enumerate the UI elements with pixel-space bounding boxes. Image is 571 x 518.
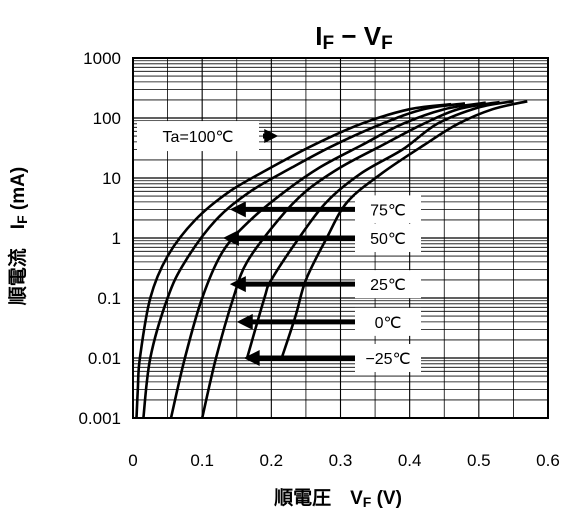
y-tick-label: 0.01	[88, 349, 121, 368]
y-tick-label: 1	[112, 229, 121, 248]
annotation-label: −25℃	[365, 351, 410, 368]
annotation-arrowhead	[264, 129, 279, 144]
annotation-arrowhead	[222, 230, 239, 246]
x-axis-label: 順電圧 VF (V)	[274, 487, 402, 510]
curves	[135, 100, 528, 419]
annotation-arrowhead	[229, 276, 246, 293]
annotation-arrowhead	[236, 313, 253, 330]
annotation-label: 75℃	[370, 202, 406, 219]
series-line	[245, 100, 514, 359]
y-axis-label-sub: F	[14, 215, 30, 224]
annotations: Ta=100℃ 75℃ 50℃ 25℃ 0℃ −25℃	[137, 121, 421, 372]
y-tick-label: 1000	[83, 49, 121, 68]
x-tick-label: 0	[128, 451, 137, 470]
x-tick-label: 0.6	[536, 451, 560, 470]
annotation-label: 0℃	[375, 315, 402, 332]
chart-title-sub: F	[323, 33, 335, 54]
annotation-label: Ta=100℃	[163, 129, 234, 146]
y-tick-label: 0.001	[78, 409, 121, 428]
annotation-label: 25℃	[370, 277, 406, 294]
y-axis-label: 順電流 IF (mA)	[6, 167, 30, 305]
annotation-label-box	[355, 270, 421, 299]
annotation-label-box	[355, 224, 421, 252]
chart-title-mid: − V	[334, 21, 382, 51]
chart-title: IF − VF	[315, 21, 392, 54]
series-line	[280, 100, 528, 359]
y-axis-label-unit: (mA)	[8, 167, 29, 216]
annotation-label-box	[355, 195, 421, 224]
x-tick-label: 0.1	[190, 451, 214, 470]
x-axis-label-unit: (V)	[371, 488, 402, 509]
series-line	[169, 101, 487, 419]
annotation-label-box	[355, 307, 421, 336]
x-tick-label: 0.2	[260, 451, 284, 470]
annotation-arrowhead	[229, 201, 246, 218]
annotation-label-box	[355, 344, 421, 372]
x-axis-label-sub: F	[363, 494, 372, 510]
annotation-label-box	[137, 121, 259, 152]
plot-frame	[132, 57, 549, 419]
series-line	[142, 102, 466, 419]
x-tick-label: 0.3	[329, 451, 353, 470]
series-line	[135, 102, 452, 419]
x-axis-label-main: 順電圧 V	[274, 487, 363, 509]
chart-title-sub2: F	[381, 33, 393, 54]
tick-labels: 0 0.1 0.2 0.3 0.4 0.5 0.6 0.001 0.01 0.1 1 10 100 100…	[78, 49, 559, 470]
series-line	[200, 100, 500, 419]
y-tick-label: 100	[93, 109, 121, 128]
annotation-label: 50℃	[370, 231, 406, 248]
y-tick-label: 0.1	[97, 289, 121, 308]
x-tick-label: 0.5	[467, 451, 491, 470]
chart-title-main: I	[315, 21, 322, 51]
y-axis-label-main: 順電流 I	[6, 224, 29, 305]
annotation-arrowhead	[243, 350, 260, 366]
y-tick-label: 10	[102, 169, 121, 188]
x-tick-label: 0.4	[398, 451, 422, 470]
